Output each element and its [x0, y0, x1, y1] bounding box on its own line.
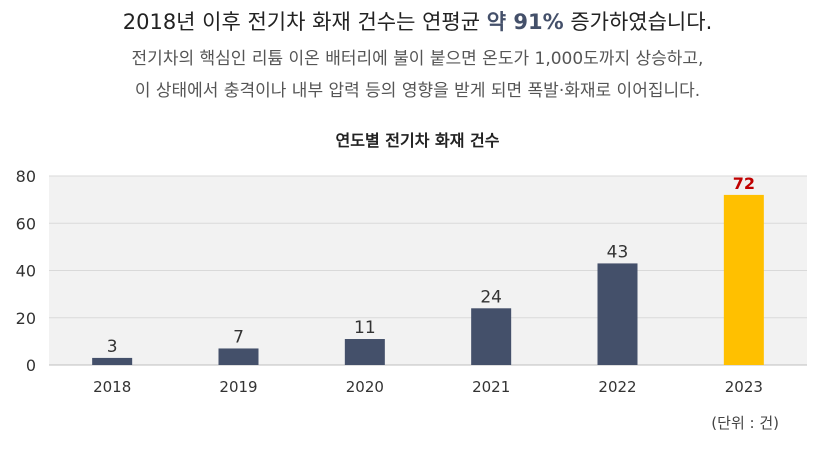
- bar-2018: [92, 357, 133, 365]
- y-tick-label: 60: [16, 214, 36, 233]
- data-label-2021: 24: [480, 287, 502, 307]
- x-tick-label-2018: 2018: [93, 378, 131, 396]
- unit-note: (단위 : 건): [711, 414, 779, 432]
- x-tick-label-2019: 2019: [219, 378, 257, 396]
- y-tick-label: 0: [26, 356, 36, 375]
- x-tick-label-2020: 2020: [346, 378, 384, 396]
- headline: 2018년 이후 전기차 화재 건수는 연평균 약 91% 증가하였습니다.: [0, 6, 835, 36]
- data-labels: 3 7 11 24 43 72: [107, 174, 755, 357]
- y-tick-label: 20: [16, 309, 36, 328]
- data-label-2018: 3: [107, 337, 118, 357]
- headline-highlight: 약 91%: [486, 10, 564, 34]
- x-tick-label-2021: 2021: [472, 378, 510, 396]
- bar-2023: [723, 194, 764, 365]
- bar-2020: [344, 339, 385, 365]
- bar-2019: [218, 348, 259, 365]
- y-tick-labels: 0 20 40 60 80: [16, 167, 36, 375]
- y-tick-label: 80: [16, 167, 36, 186]
- bar-2022: [597, 263, 638, 365]
- data-label-2019: 7: [233, 327, 244, 347]
- y-tick-label: 40: [16, 262, 36, 281]
- headline-prefix: 2018년 이후 전기차 화재 건수는 연평균: [122, 10, 481, 34]
- x-tick-label-2023: 2023: [725, 378, 763, 396]
- chart-title: 연도별 전기차 화재 건수: [335, 131, 500, 150]
- description-line-1: 전기차의 핵심인 리튬 이온 배터리에 불이 붙으면 온도가 1,000도까지 …: [131, 49, 704, 69]
- bars: [92, 194, 764, 365]
- data-label-2023: 72: [733, 174, 755, 193]
- x-tick-labels: 2018 2019 2020 2021 2022 2023: [93, 378, 763, 396]
- x-tick-label-2022: 2022: [598, 378, 636, 396]
- grid-layer: [49, 175, 807, 366]
- data-label-2022: 43: [607, 242, 629, 262]
- bar-2021: [471, 308, 512, 365]
- data-label-2020: 11: [354, 318, 376, 338]
- headline-suffix: 증가하였습니다.: [570, 10, 713, 34]
- description-line-2: 이 상태에서 충격이나 내부 압력 등의 영향을 받게 되면 폭발·화재로 이어…: [134, 81, 701, 101]
